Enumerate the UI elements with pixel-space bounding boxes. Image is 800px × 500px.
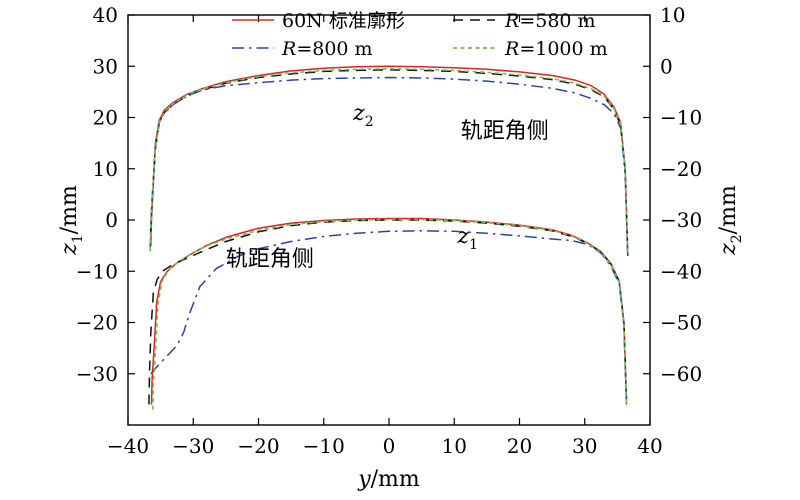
series-line-z1-r-580-m [148, 219, 628, 405]
y-left-tick-label: −10 [76, 259, 118, 283]
x-tick-label: −30 [172, 434, 214, 458]
y-right-tick-label: −50 [660, 311, 702, 335]
legend-label: 60N 标准廓形 [282, 10, 405, 32]
y-left-tick-label: 0 [105, 208, 118, 232]
plot-frame [127, 14, 651, 426]
legend: 60N 标准廓形 R=580 m R=800 m R=1000 m [232, 10, 608, 60]
y-left-tick-label: 30 [93, 54, 118, 78]
y-left-tick-label: 40 [93, 3, 118, 27]
x-tick-label: −40 [107, 434, 149, 458]
series-line-z1-r-1000-m [152, 218, 628, 410]
x-tick-label: −10 [303, 434, 345, 458]
y-right-tick-label: 0 [660, 54, 673, 78]
legend-label: R=1000 m [504, 38, 608, 60]
x-axis-title: y/mm [357, 467, 420, 492]
labels-layer: y/mm z1/mm z2/mm [57, 185, 745, 492]
series-line-z1-r-800-m [150, 230, 628, 405]
x-tick-label: 30 [572, 434, 597, 458]
y-right-tick-label: −20 [660, 157, 702, 181]
series-layer [148, 65, 629, 410]
y-left-axis-title: z1/mm [57, 185, 86, 256]
series-line-z2-r-800-m [149, 76, 629, 259]
legend-label: R=580 m [504, 10, 596, 32]
x-tick-label: 20 [507, 434, 532, 458]
series-line-z2-r-1000-m [149, 68, 629, 256]
series-line-z2-r-580-m [149, 69, 629, 256]
legend-label: R=800 m [281, 38, 373, 60]
annotation-gauge-corner-side: 轨距角侧 [461, 119, 549, 144]
x-tick-label: 0 [383, 434, 396, 458]
x-tick-label: 40 [637, 434, 662, 458]
y-right-tick-label: 10 [660, 3, 685, 27]
annotation-gauge-corner-side: 轨距角侧 [226, 247, 314, 272]
x-tick-label: 10 [442, 434, 467, 458]
y-left-tick-label: 20 [93, 106, 118, 130]
x-tick-label: −20 [237, 434, 279, 458]
y-left-tick-label: −20 [76, 311, 118, 335]
ticks-layer: −40 −30 −20 −10 0 10 20 30 40 −30 −20 −10 0 10 20 30 40 −… [76, 3, 702, 458]
y-left-tick-label: −30 [76, 362, 118, 386]
y-right-tick-label: −60 [660, 362, 702, 386]
annotation-series-label: z1 [457, 224, 479, 253]
y-left-tick-label: 10 [93, 157, 118, 181]
y-right-axis-title: z2/mm [716, 185, 745, 256]
y-right-tick-label: −30 [660, 208, 702, 232]
annotation-series-label: z2 [352, 101, 374, 130]
series-line-z1-60n [150, 217, 628, 405]
y-right-tick-label: −40 [660, 259, 702, 283]
y-right-tick-label: −10 [660, 106, 702, 130]
series-line-z2-60n [150, 65, 629, 256]
